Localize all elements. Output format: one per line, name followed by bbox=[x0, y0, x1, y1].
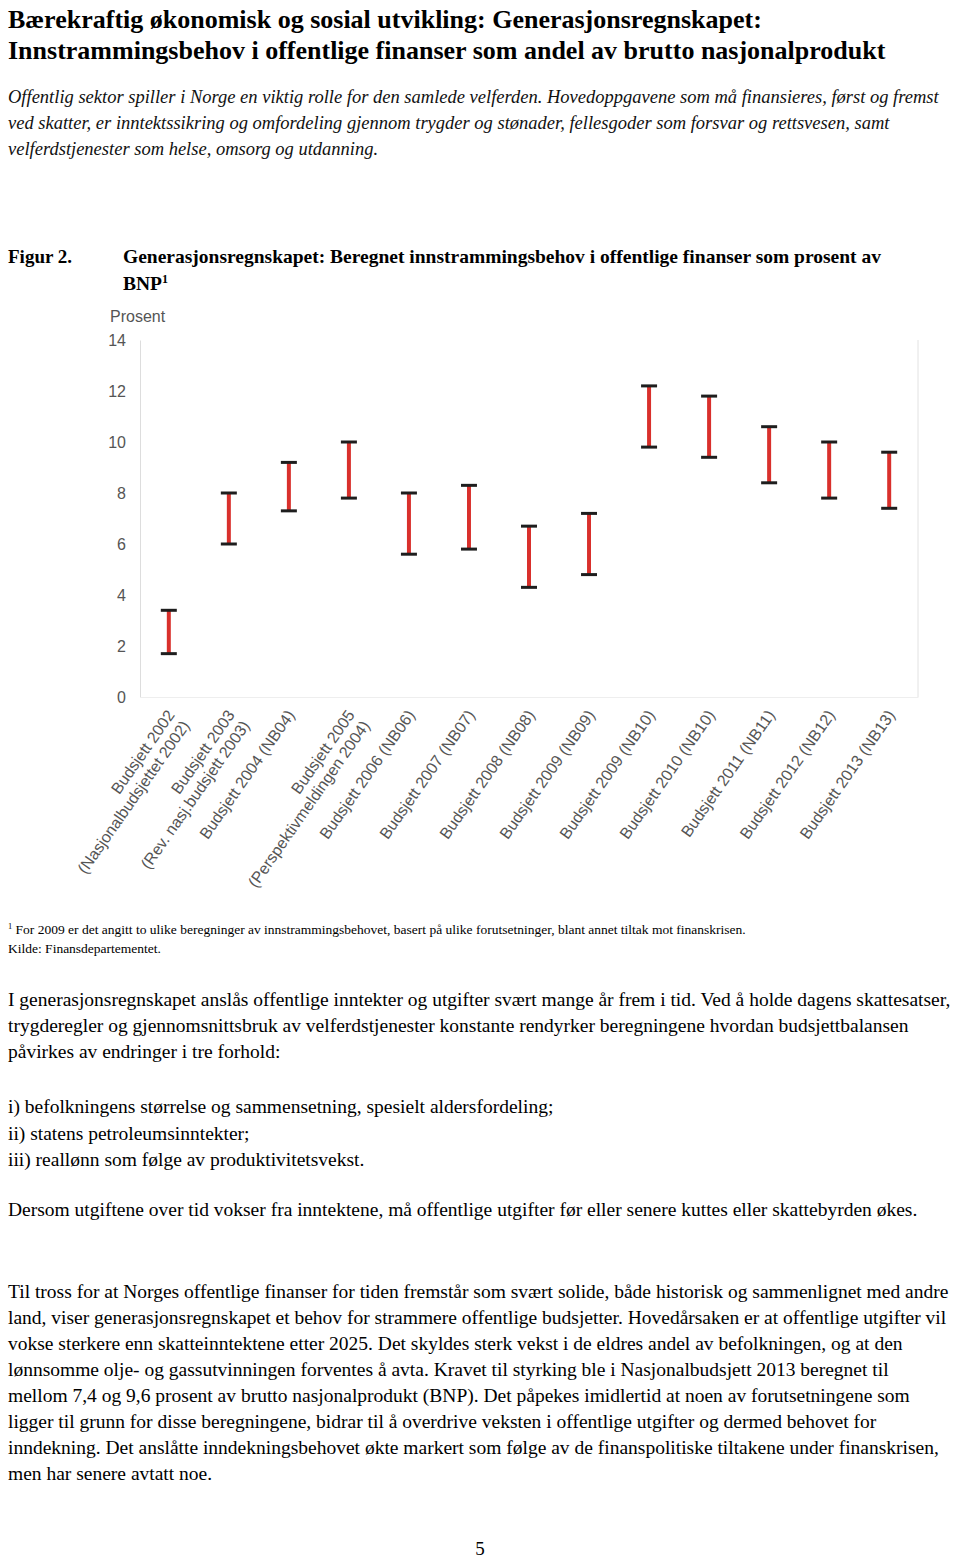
range-mark bbox=[341, 442, 357, 498]
x-axis-line bbox=[141, 697, 919, 698]
plot-frame bbox=[918, 340, 919, 697]
range-bar bbox=[527, 526, 531, 587]
range-mark bbox=[401, 493, 417, 554]
y-tick: 2 bbox=[117, 638, 140, 655]
range-cap-high bbox=[161, 609, 177, 612]
heading: Bærekraftig økonomisk og sosial utviklin… bbox=[8, 4, 953, 66]
range-cap-high bbox=[881, 451, 897, 454]
y-tick: 8 bbox=[117, 485, 140, 502]
range-cap-low bbox=[701, 456, 717, 459]
y-tick-label: 12 bbox=[108, 383, 126, 400]
range-cap-low bbox=[281, 509, 297, 512]
range-cap-high bbox=[701, 395, 717, 398]
chart: 0 2 4 6 8 10 12 14 Prosent Budsjett 2002(Nasjonal… bbox=[0, 300, 960, 910]
y-tick: 12 bbox=[108, 383, 140, 400]
y-tick-label: 10 bbox=[108, 434, 126, 451]
y-tick-label: 4 bbox=[117, 587, 126, 604]
y-axis-line bbox=[140, 341, 141, 698]
range-mark bbox=[701, 396, 717, 457]
range-cap-low bbox=[821, 497, 837, 500]
range-cap-high bbox=[641, 384, 657, 387]
page: Bærekraftig økonomisk og sosial utviklin… bbox=[0, 0, 960, 1559]
figure-title: Generasjonsregnskapet: Beregnet innstram… bbox=[123, 243, 923, 297]
range-cap-low bbox=[341, 497, 357, 500]
y-axis: 0 2 4 6 8 10 12 14 bbox=[108, 332, 140, 706]
x-tick: Budsjett 2004 (NB04) bbox=[196, 697, 298, 842]
range-cap-high bbox=[401, 492, 417, 495]
paragraph: I generasjonsregnskapet anslås offentlig… bbox=[8, 987, 953, 1065]
range-bar bbox=[227, 493, 231, 544]
y-tick: 6 bbox=[117, 536, 140, 553]
y-tick-label: 6 bbox=[117, 536, 126, 553]
y-tick: 14 bbox=[108, 332, 140, 349]
range-cap-low bbox=[521, 586, 537, 589]
range-mark bbox=[641, 386, 657, 447]
intro: Offentlig sektor spiller i Norge en vikt… bbox=[8, 84, 943, 162]
y-tick: 0 bbox=[117, 689, 140, 706]
range-mark bbox=[221, 493, 237, 544]
y-axis-title: Prosent bbox=[110, 308, 166, 325]
y-tick: 4 bbox=[117, 587, 140, 604]
y-tick-label: 14 bbox=[108, 332, 126, 349]
range-mark bbox=[581, 513, 597, 574]
y-tick-label: 2 bbox=[117, 638, 126, 655]
range-mark bbox=[881, 452, 897, 508]
range-bar bbox=[347, 442, 351, 498]
range-cap-low bbox=[401, 553, 417, 556]
page-number: 5 bbox=[0, 1538, 960, 1559]
range-cap-low bbox=[221, 543, 237, 546]
paragraph: Dersom utgiftene over tid vokser fra inn… bbox=[8, 1197, 953, 1223]
y-tick-label: 8 bbox=[117, 485, 126, 502]
range-bar bbox=[587, 513, 591, 574]
range-bar bbox=[407, 493, 411, 554]
range-cap-high bbox=[521, 525, 537, 528]
range-cap-high bbox=[341, 441, 357, 444]
marks bbox=[161, 386, 897, 654]
range-cap-low bbox=[581, 573, 597, 576]
range-bar bbox=[887, 452, 891, 508]
range-bar bbox=[827, 442, 831, 498]
list-item: ii) statens petroleumsinntekter; bbox=[8, 1121, 953, 1147]
range-cap-high bbox=[281, 461, 297, 464]
y-tick: 10 bbox=[108, 434, 140, 451]
footnote-text: For 2009 er det angitt to ulike beregnin… bbox=[16, 922, 746, 937]
footnote: 1 For 2009 er det angitt to ulike beregn… bbox=[8, 920, 953, 939]
range-cap-low bbox=[881, 507, 897, 510]
range-bar bbox=[287, 462, 291, 510]
range-cap-low bbox=[161, 652, 177, 655]
range-cap-low bbox=[761, 481, 777, 484]
x-axis: Budsjett 2002(Nasjonalbudsjettet 2002)Bu… bbox=[59, 697, 918, 890]
figure-label: Figur 2. bbox=[8, 243, 108, 270]
source: Kilde: Finansdepartementet. bbox=[8, 939, 953, 958]
list-item: iii) reallønn som følge av produktivitet… bbox=[8, 1147, 953, 1173]
paragraph: Til tross for at Norges offentlige finan… bbox=[8, 1279, 953, 1487]
range-mark bbox=[161, 610, 177, 653]
range-bar bbox=[167, 610, 171, 653]
list-item: i) befolkningens størrelse og sammensetn… bbox=[8, 1094, 953, 1120]
range-bar bbox=[467, 485, 471, 549]
range-bar bbox=[707, 396, 711, 457]
x-tick-label: Budsjett 2004 (NB04) bbox=[196, 707, 298, 842]
range-mark bbox=[281, 462, 297, 510]
y-tick-label: 0 bbox=[117, 689, 126, 706]
range-cap-high bbox=[761, 425, 777, 428]
range-cap-high bbox=[581, 512, 597, 515]
range-cap-high bbox=[461, 484, 477, 487]
range-bar bbox=[647, 386, 651, 447]
footnote-marker: 1 bbox=[162, 272, 168, 286]
x-tick-label: Budsjett 2013 (NB13) bbox=[796, 707, 898, 842]
range-cap-low bbox=[461, 548, 477, 551]
range-mark bbox=[521, 526, 537, 587]
footnote-marker: 1 bbox=[8, 922, 12, 931]
range-cap-low bbox=[641, 446, 657, 449]
range-cap-high bbox=[221, 492, 237, 495]
range-mark bbox=[821, 442, 837, 498]
x-tick: Budsjett 2013 (NB13) bbox=[796, 697, 898, 842]
range-mark bbox=[761, 427, 777, 483]
range-bar bbox=[767, 427, 771, 483]
chart-title: Generasjonsregnskapet: Beregnet innstram… bbox=[123, 246, 881, 294]
range-cap-high bbox=[821, 441, 837, 444]
range-mark bbox=[461, 485, 477, 549]
